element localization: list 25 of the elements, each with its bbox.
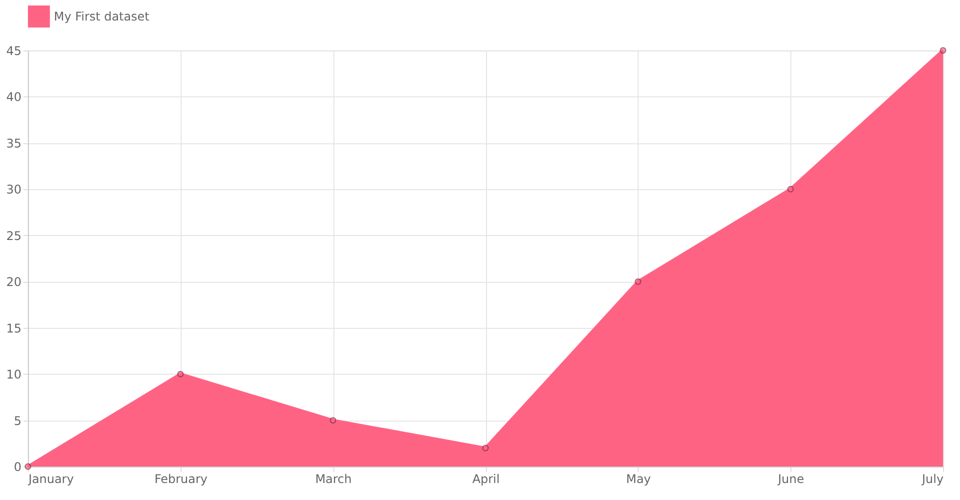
y-tick-label: 10	[6, 368, 22, 382]
y-tick-label: 20	[6, 275, 22, 290]
x-tick-label: January	[27, 472, 74, 486]
y-tick-label: 45	[6, 44, 22, 58]
y-tick-label: 0	[14, 460, 22, 474]
y-tick-label: 5	[14, 414, 22, 428]
legend-label: My First dataset	[54, 9, 150, 24]
y-tick-label: 35	[6, 136, 22, 150]
x-tick-label: April	[472, 472, 500, 486]
point	[177, 370, 184, 378]
x-tick-label: February	[154, 472, 208, 486]
y-tick-label: 25	[6, 228, 22, 243]
point	[482, 444, 489, 452]
point	[330, 417, 336, 424]
point	[787, 186, 794, 192]
x-tick-label: May	[626, 472, 651, 486]
y-tick-label: 40	[6, 90, 22, 104]
y-tick-label: 15	[6, 321, 22, 336]
x-tick-label: June	[776, 472, 804, 486]
point	[940, 47, 946, 54]
point	[634, 278, 642, 285]
x-tick-label: March	[315, 472, 352, 486]
y-tick-label: 30	[6, 182, 22, 197]
point	[24, 463, 32, 470]
x-tick-label: July	[921, 472, 944, 486]
